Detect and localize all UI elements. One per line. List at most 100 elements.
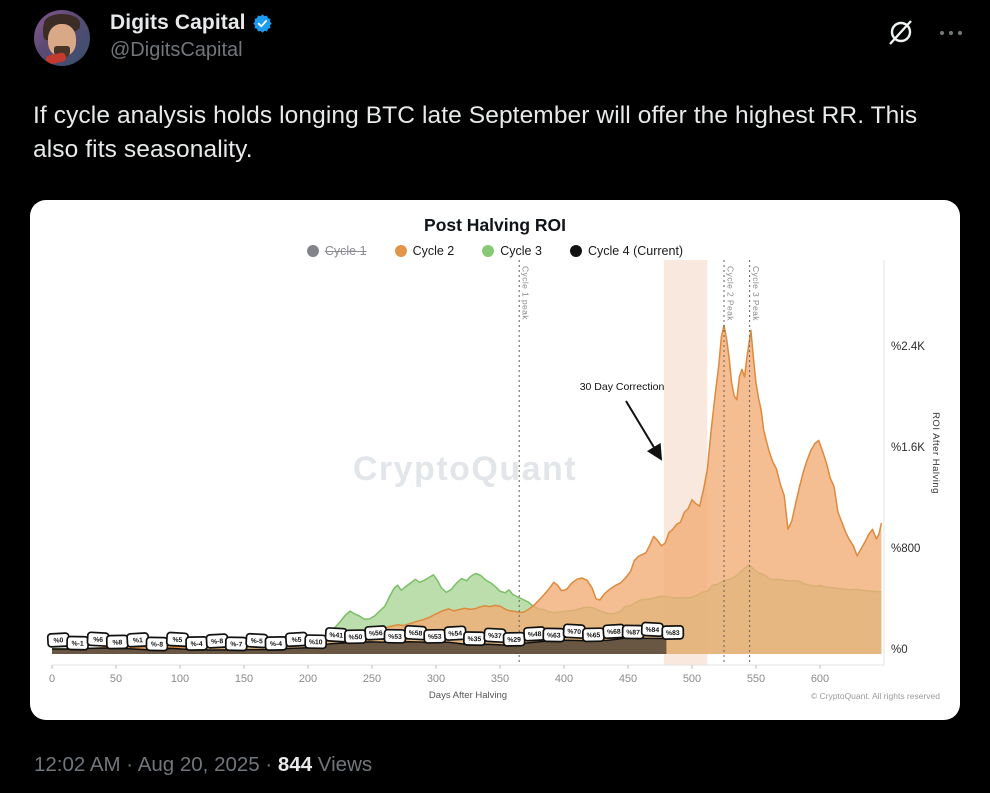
x-tick-label: 150 bbox=[235, 673, 253, 685]
value-label: %-1 bbox=[66, 635, 90, 651]
svg-text:%1: %1 bbox=[133, 637, 143, 645]
value-label: %70 bbox=[562, 623, 586, 639]
value-label: %1 bbox=[126, 632, 150, 648]
watermark-text: CryptoQuant bbox=[353, 450, 577, 488]
svg-text:%-8: %-8 bbox=[151, 641, 163, 648]
svg-text:%5: %5 bbox=[291, 637, 301, 645]
y-tick-label: %2.4K bbox=[891, 341, 925, 353]
correction-arrow bbox=[625, 400, 663, 461]
y-tick-label: %0 bbox=[891, 644, 908, 656]
author-handle[interactable]: @DigitsCapital bbox=[110, 39, 243, 61]
chart-title: Post Halving ROI bbox=[424, 215, 566, 235]
value-label: %5 bbox=[165, 631, 189, 648]
svg-text:%35: %35 bbox=[468, 636, 482, 643]
svg-text:%41: %41 bbox=[329, 632, 343, 640]
chart-legend: Cycle 1 Cycle 2 Cycle 3 Cycle 4 (Current) bbox=[30, 244, 960, 258]
header-actions bbox=[886, 10, 964, 48]
legend-dot bbox=[306, 245, 319, 257]
display-name[interactable]: Digits Capital bbox=[110, 11, 246, 34]
value-label: %29 bbox=[502, 631, 526, 647]
svg-text:%53: %53 bbox=[388, 634, 402, 641]
time-date: 12:02 AM · Aug 20, 2025 bbox=[34, 753, 260, 776]
x-tick-label: 400 bbox=[555, 673, 573, 685]
svg-text:%-4: %-4 bbox=[270, 641, 282, 648]
x-tick-label: 200 bbox=[299, 673, 317, 685]
legend-item-cycle-3: Cycle 3 bbox=[482, 244, 542, 258]
value-label: %-8 bbox=[145, 636, 169, 652]
value-label: %56 bbox=[364, 625, 388, 641]
peak-line-label: Cycle 2 Peak bbox=[726, 266, 736, 321]
svg-text:%53: %53 bbox=[428, 634, 442, 641]
post-halving-roi-chart: CryptoQuant 0 50 100 150 200 250 300 350 400 450 50… bbox=[46, 260, 941, 701]
x-tick-label: 450 bbox=[619, 673, 637, 685]
value-label: %8 bbox=[105, 634, 129, 650]
svg-text:%87: %87 bbox=[626, 629, 640, 636]
x-tick-label: 500 bbox=[683, 673, 701, 685]
svg-text:%58: %58 bbox=[408, 630, 422, 638]
svg-text:%-4: %-4 bbox=[191, 641, 203, 648]
value-label: %53 bbox=[383, 628, 407, 644]
svg-text:%56: %56 bbox=[369, 630, 383, 638]
x-axis-title: Days After Halving bbox=[429, 690, 507, 701]
value-label: %84 bbox=[640, 621, 664, 638]
svg-text:%5: %5 bbox=[172, 637, 182, 645]
legend-dot bbox=[394, 245, 407, 257]
value-label: %6 bbox=[86, 631, 110, 647]
legend-label: Cycle 2 bbox=[412, 244, 455, 258]
value-label: %63 bbox=[542, 627, 566, 643]
svg-text:%50: %50 bbox=[349, 634, 363, 641]
svg-text:%68: %68 bbox=[607, 629, 621, 637]
legend-item-cycle-4-current-: Cycle 4 (Current) bbox=[569, 244, 683, 258]
x-tick-label: 350 bbox=[491, 673, 509, 685]
legend-item-cycle-2: Cycle 2 bbox=[394, 244, 455, 258]
peak-line-label: Cycle 3 Peak bbox=[751, 266, 761, 321]
svg-text:%-1: %-1 bbox=[71, 640, 83, 647]
more-ellipsis-icon[interactable] bbox=[938, 28, 964, 38]
x-tick-label: 0 bbox=[49, 673, 55, 685]
cycle2-area bbox=[52, 325, 882, 654]
value-label: %41 bbox=[324, 627, 348, 643]
grok-slash-circle-icon[interactable] bbox=[886, 18, 916, 48]
value-label: %54 bbox=[443, 625, 467, 641]
svg-text:%84: %84 bbox=[645, 627, 659, 635]
legend-dot bbox=[569, 245, 582, 257]
svg-text:%8: %8 bbox=[112, 639, 122, 646]
value-label: %87 bbox=[621, 624, 645, 640]
value-label: %48 bbox=[523, 626, 547, 642]
value-label: %58 bbox=[403, 624, 428, 641]
chart-image[interactable]: Post Halving ROI Cycle 1 Cycle 2 Cycle 3 Cy… bbox=[30, 200, 960, 720]
avatar[interactable] bbox=[34, 10, 90, 66]
x-tick-label: 50 bbox=[110, 673, 122, 685]
svg-text:%83: %83 bbox=[666, 630, 680, 637]
value-label: %83 bbox=[661, 625, 685, 640]
value-label: %65 bbox=[581, 627, 605, 643]
legend-dot bbox=[482, 245, 495, 257]
legend-item-cycle-1: Cycle 1 bbox=[306, 244, 367, 258]
value-label: %35 bbox=[462, 631, 486, 647]
value-label: %0 bbox=[46, 632, 70, 648]
svg-text:%70: %70 bbox=[567, 628, 581, 636]
value-label: %50 bbox=[343, 629, 367, 645]
peak-line-label: Cycle 1 peak bbox=[521, 266, 531, 320]
svg-text:%-7: %-7 bbox=[230, 641, 242, 648]
svg-text:%37: %37 bbox=[488, 632, 502, 640]
value-label: %10 bbox=[304, 634, 328, 650]
svg-text:%65: %65 bbox=[587, 632, 601, 639]
x-tick-label: 100 bbox=[171, 673, 189, 685]
x-tick-label: 250 bbox=[363, 673, 381, 685]
value-label: %68 bbox=[602, 623, 626, 640]
svg-text:%-8: %-8 bbox=[211, 638, 224, 646]
x-tick-label: 550 bbox=[747, 673, 765, 685]
verified-badge-icon bbox=[252, 13, 272, 33]
svg-text:%29: %29 bbox=[507, 637, 521, 644]
x-tick-label: 600 bbox=[811, 673, 829, 685]
correction-annotation: 30 Day Correction bbox=[580, 381, 665, 393]
timestamp-row: 12:02 AM · Aug 20, 2025 · 844 Views bbox=[34, 753, 373, 776]
author-block: Digits Capital @DigitsCapital bbox=[110, 10, 273, 62]
x-tick-label: 300 bbox=[427, 673, 445, 685]
svg-text:%-5: %-5 bbox=[251, 638, 264, 646]
y-tick-label: %800 bbox=[891, 543, 920, 555]
value-label: %-4 bbox=[185, 636, 209, 651]
value-label: %5 bbox=[284, 631, 309, 648]
